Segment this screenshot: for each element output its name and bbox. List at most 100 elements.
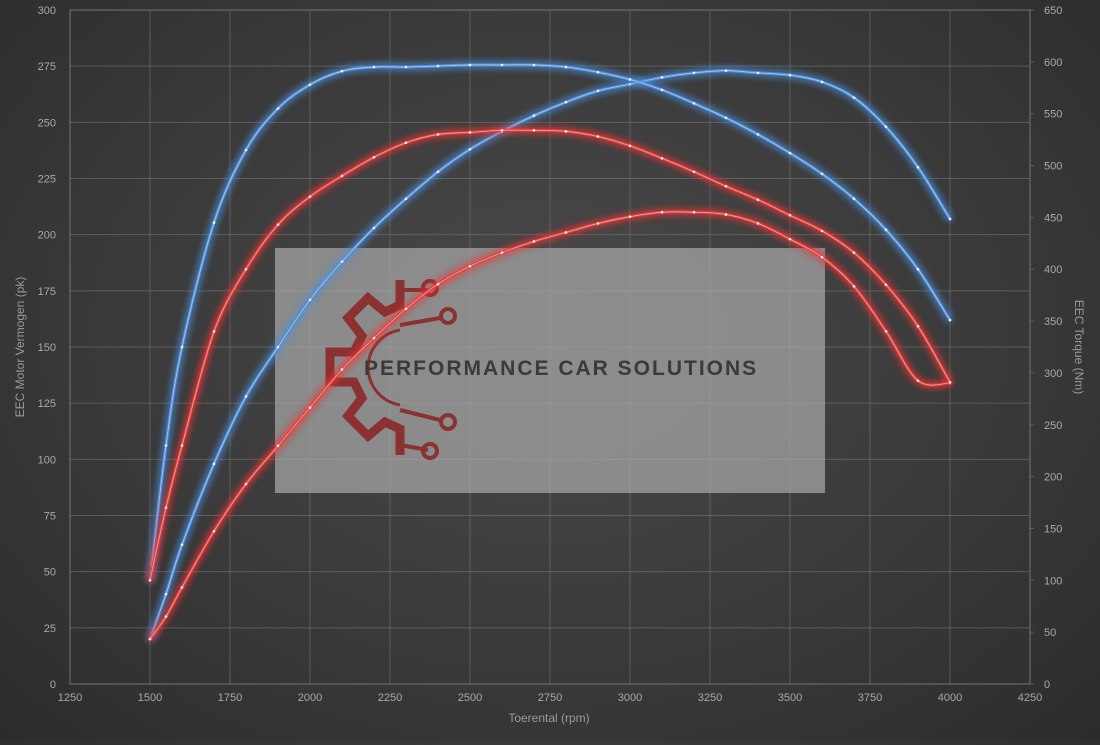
data-point: [276, 107, 280, 110]
data-point: [596, 222, 600, 225]
data-point: [916, 324, 920, 328]
y-axis-left-title: EEC Motor Vermogen (pk): [13, 277, 27, 418]
data-point: [276, 345, 280, 349]
y-left-tick-label: 0: [50, 679, 56, 691]
y-right-tick-label: 200: [1044, 472, 1062, 484]
data-point: [564, 130, 568, 133]
data-point: [628, 144, 632, 148]
y-right-tick-label: 100: [1044, 575, 1062, 587]
watermark: PERFORMANCE CAR SOLUTIONS: [275, 248, 825, 493]
data-point: [404, 141, 408, 145]
x-tick-label: 1500: [138, 692, 162, 704]
data-point: [276, 444, 280, 448]
data-point: [596, 135, 600, 138]
y-right-tick-label: 50: [1044, 627, 1056, 639]
y-left-tick-label: 225: [38, 174, 56, 186]
y-right-tick-label: 650: [1044, 5, 1062, 17]
data-point: [308, 298, 312, 302]
watermark-text: PERFORMANCE CAR SOLUTIONS: [364, 357, 758, 380]
data-point: [372, 336, 376, 340]
data-point: [852, 251, 856, 254]
data-point: [308, 83, 312, 86]
data-point: [628, 215, 632, 218]
circuit-node: [439, 413, 457, 431]
data-point: [724, 213, 728, 216]
data-point: [564, 65, 568, 69]
data-point: [948, 318, 952, 322]
data-point: [372, 155, 376, 159]
data-point: [340, 260, 344, 263]
data-point: [820, 255, 824, 259]
data-point: [852, 197, 856, 201]
data-point: [244, 267, 248, 271]
data-point: [180, 444, 184, 447]
y-left-tick-label: 275: [38, 61, 56, 73]
circuit-node: [439, 307, 457, 325]
data-point: [788, 151, 792, 155]
data-point: [244, 482, 248, 486]
data-point: [372, 65, 376, 69]
y-right-tick-label: 150: [1044, 523, 1062, 535]
data-point: [340, 174, 344, 178]
y-right-tick-label: 300: [1044, 368, 1062, 380]
data-point: [532, 63, 536, 67]
y-right-tick-label: 250: [1044, 420, 1062, 432]
x-tick-label: 3250: [698, 692, 722, 704]
data-point: [820, 80, 824, 84]
data-point: [916, 165, 920, 169]
y-left-tick-label: 75: [44, 511, 56, 523]
data-point: [820, 172, 824, 176]
data-point: [500, 63, 504, 67]
data-point: [500, 251, 504, 254]
data-point: [852, 96, 856, 99]
data-point: [788, 237, 792, 241]
y-left-tick-label: 100: [38, 454, 56, 466]
y-left-tick-label: 50: [44, 567, 56, 579]
y-right-tick-label: 600: [1044, 57, 1062, 69]
data-point: [212, 221, 216, 224]
data-point: [884, 228, 888, 232]
data-point: [468, 264, 472, 268]
data-point: [948, 217, 952, 221]
x-tick-label: 2000: [298, 692, 322, 704]
y-left-tick-label: 200: [38, 230, 56, 242]
series-highlight-3: [149, 129, 951, 581]
y-right-tick-label: 500: [1044, 161, 1062, 173]
y-left-tick-label: 250: [38, 117, 56, 129]
y-left-tick-label: 125: [38, 398, 56, 410]
y-right-tick-label: 350: [1044, 316, 1062, 328]
y-right-tick-label: 450: [1044, 212, 1062, 224]
data-point: [628, 82, 632, 86]
data-point: [820, 229, 824, 233]
y-right-tick-label: 550: [1044, 109, 1062, 121]
data-point: [212, 462, 216, 466]
data-point: [404, 307, 408, 311]
data-point: [148, 579, 152, 582]
data-point: [164, 506, 168, 510]
data-point: [164, 592, 168, 596]
x-tick-label: 2750: [538, 692, 562, 704]
data-point: [436, 133, 440, 136]
data-point: [852, 285, 856, 288]
data-point: [692, 170, 696, 174]
data-point: [564, 100, 568, 104]
data-point: [596, 89, 600, 93]
data-point: [692, 71, 696, 75]
data-point: [724, 69, 728, 72]
data-point: [532, 114, 536, 117]
data-point: [660, 156, 664, 160]
data-point: [692, 102, 696, 105]
data-point: [884, 125, 888, 129]
data-point: [724, 116, 728, 120]
y-left-tick-label: 150: [38, 342, 56, 354]
data-point: [164, 615, 168, 618]
data-point: [596, 70, 600, 74]
data-point: [180, 345, 184, 349]
data-point: [180, 586, 184, 589]
x-tick-label: 4000: [938, 692, 962, 704]
x-tick-label: 1250: [58, 692, 82, 704]
x-tick-label: 4250: [1018, 692, 1042, 704]
data-point: [164, 444, 168, 447]
data-point: [212, 330, 216, 333]
